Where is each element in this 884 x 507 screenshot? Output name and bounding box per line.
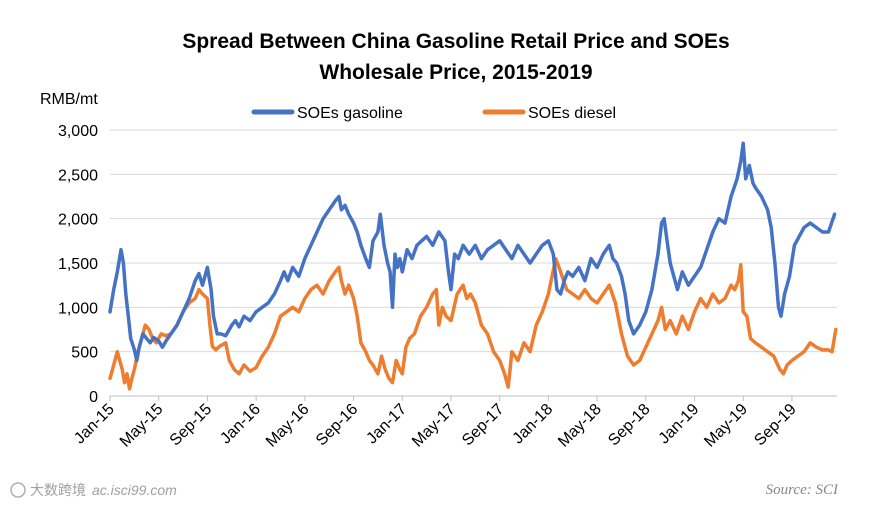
legend: SOEs gasoline SOEs diesel (251, 105, 616, 122)
series-line-gasoline (108, 141, 837, 363)
x-tick-label: Sep-19 (751, 401, 800, 450)
source-note: Source: SCI (766, 482, 839, 498)
x-tick-label: May-15 (117, 401, 167, 451)
watermark-logo-icon (10, 482, 26, 498)
x-tick-label: Jan-18 (510, 401, 557, 448)
y-tick-label: 2,000 (58, 212, 98, 229)
chart-title-line2: Wholesale Price, 2015-2019 (319, 61, 592, 84)
series-layer (108, 141, 838, 391)
y-tick-label: 1,000 (58, 300, 98, 317)
x-tick-label: Sep-18 (605, 401, 654, 450)
x-tick-label: Sep-16 (313, 401, 362, 450)
x-tick-label: Jan-19 (656, 401, 703, 448)
y-axis-unit-label: RMB/mt (40, 91, 98, 108)
y-tick-label: 1,500 (58, 256, 98, 273)
y-tick-label: 2,500 (58, 167, 98, 184)
legend-label-gasoline: SOEs gasoline (297, 105, 403, 122)
watermark: 大数跨境 ac.isci99.com (10, 482, 177, 498)
watermark-url: ac.isci99.com (92, 482, 177, 498)
y-tick-label: 0 (89, 389, 98, 406)
y-axis-ticks: 0 500 1,000 1,500 2,000 2,500 3,000 (58, 123, 98, 406)
y-tick-label: 3,000 (58, 123, 98, 140)
gridlines (110, 129, 837, 353)
x-tick-label: Jan-16 (217, 401, 264, 448)
x-tick-label: Jan-15 (71, 401, 118, 448)
legend-label-diesel: SOEs diesel (528, 105, 616, 122)
x-tick-label: May-16 (263, 401, 313, 451)
x-tick-label: May-18 (555, 401, 605, 451)
y-tick-label: 500 (71, 345, 98, 362)
x-tick-label: Jan-17 (363, 401, 410, 448)
x-tick-label: May-19 (701, 401, 751, 451)
chart-title-line1: Spread Between China Gasoline Retail Pri… (182, 30, 729, 53)
watermark-brand: 大数跨境 (30, 482, 86, 498)
x-tick-label: Sep-15 (167, 401, 216, 450)
x-tick-label: Sep-17 (459, 401, 508, 450)
series-line-diesel (108, 256, 838, 391)
x-tick-label: May-17 (409, 401, 459, 451)
